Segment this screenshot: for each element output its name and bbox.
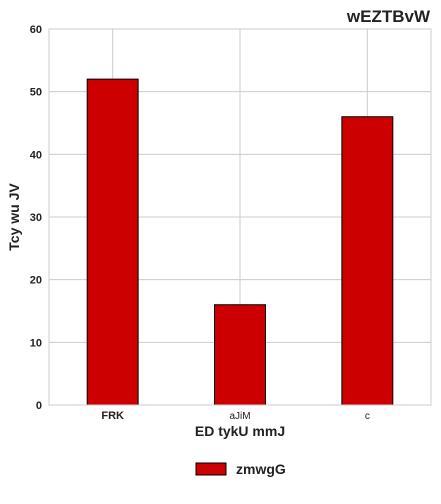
bar-aJiM <box>214 304 266 406</box>
bar-FRK <box>86 78 139 406</box>
chart-title: wEZTBvW <box>346 7 431 26</box>
plot-frame <box>48 28 432 406</box>
legend-label: zmwgG <box>236 461 286 477</box>
x-tick-label: FRK <box>101 410 124 422</box>
bar-c <box>341 116 394 406</box>
y-axis-label: Tcy wu JV <box>6 183 22 251</box>
legend: zmwgG <box>195 461 286 477</box>
x-axis-ticks: FRK aJiM c <box>101 410 369 422</box>
x-tick-label: c <box>365 411 370 422</box>
y-tick-label: 10 <box>30 337 42 349</box>
x-axis-label: ED tykU mmJ <box>195 423 285 439</box>
y-tick-label: 20 <box>30 275 42 287</box>
y-tick-label: 50 <box>30 87 42 99</box>
y-tick-label: 0 <box>36 400 42 412</box>
legend-swatch <box>195 462 227 476</box>
x-tick-label: aJiM <box>229 411 250 422</box>
y-tick-label: 30 <box>30 212 42 224</box>
y-tick-label: 40 <box>30 149 42 161</box>
y-tick-label: 60 <box>30 24 42 36</box>
y-axis-ticks: 0 10 20 30 40 50 60 <box>30 24 42 412</box>
